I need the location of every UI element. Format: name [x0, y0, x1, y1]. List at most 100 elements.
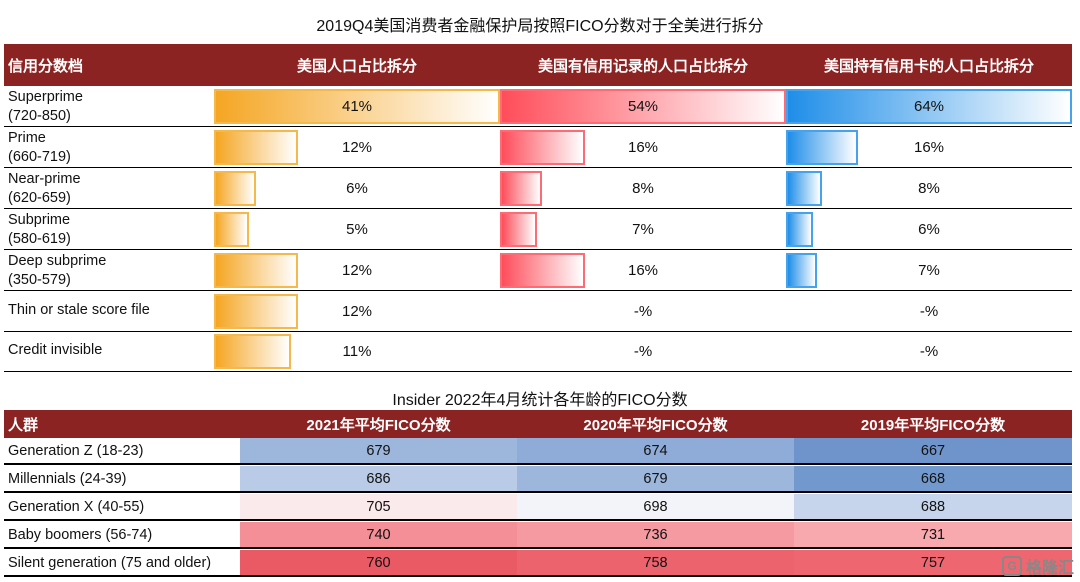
percent-value: 11%: [342, 342, 372, 360]
red-bar: [500, 89, 786, 124]
blue-bar: [786, 253, 817, 288]
table2-header-col0: 人群: [8, 416, 39, 434]
table1-row: Deep subprime (350-579) 12% 16% 7%: [4, 250, 1072, 291]
bar-cell: [500, 253, 786, 288]
orange-bar: [214, 171, 256, 206]
fico-score-cell: 736: [517, 522, 794, 547]
table2-header-col3: 2019年平均FICO分数: [860, 416, 1006, 434]
percent-value: 7%: [918, 261, 940, 279]
fico-score-cell: 674: [517, 438, 794, 463]
red-bar: [500, 171, 542, 206]
row-label: Thin or stale score file: [8, 302, 150, 318]
fico-score-cell: 731: [794, 522, 1072, 547]
watermark: G 格隆汇: [1001, 554, 1074, 578]
table1-header-col3: 美国持有信用卡的人口占比拆分: [823, 57, 1034, 75]
percent-value: 5%: [346, 220, 368, 238]
table1-header-col1: 美国人口占比拆分: [296, 57, 417, 75]
fico-score-cell: 740: [240, 522, 517, 547]
row-label: Near-prime (620-659): [8, 170, 81, 208]
bar-cell: [214, 334, 500, 369]
table1-row: Thin or stale score file 12% -% -%: [4, 291, 1072, 332]
bar-cell: [500, 171, 786, 206]
orange-bar: [214, 130, 298, 165]
row-label: Generation Z (18-23): [8, 442, 144, 459]
percent-value: 16%: [627, 261, 659, 279]
fico-score-cell: 698: [517, 494, 794, 519]
row-label-range: (350-579): [8, 272, 71, 288]
fico-score-cell: 679: [517, 466, 794, 491]
bar-cell: [500, 130, 786, 165]
orange-bar: [214, 334, 291, 369]
row-label-name: Superprime: [8, 89, 83, 105]
percent-value: 6%: [346, 179, 368, 197]
percent-value: 12%: [341, 261, 373, 279]
red-bar: [500, 130, 585, 165]
row-label: Generation X (40-55): [8, 498, 145, 515]
table1-row: Prime (660-719) 12% 16% 16%: [4, 127, 1072, 168]
bar-cell: [786, 130, 1072, 165]
row-label: Superprime (720-850): [8, 88, 83, 126]
row-label-range: (620-659): [8, 190, 71, 206]
blue-bar: [786, 171, 822, 206]
table2-row: Silent generation (75 and older) 760 758 75…: [4, 550, 1072, 577]
table2-row: Generation Z (18-23) 679 674 667: [4, 438, 1072, 465]
bar-cell: [214, 130, 500, 165]
row-label: Subprime (580-619): [8, 211, 71, 249]
table2-header-col2: 2020年平均FICO分数: [583, 416, 728, 434]
table2-row: Baby boomers (56-74) 740 736 731: [4, 522, 1072, 549]
percent-value: 16%: [913, 138, 945, 156]
row-label: Credit invisible: [8, 342, 103, 358]
percent-value: 12%: [341, 302, 373, 320]
row-label-range: (580-619): [8, 231, 71, 247]
blue-bar: [786, 212, 813, 247]
table2-title: Insider 2022年4月统计各年龄的FICO分数: [392, 392, 688, 409]
orange-bar: [214, 212, 249, 247]
row-label-name: Deep subprime: [8, 253, 107, 269]
bar-cell: [786, 89, 1072, 124]
percent-value: 8%: [918, 179, 940, 197]
bar-cell: [500, 89, 786, 124]
bar-cell: [214, 212, 500, 247]
fico-score-cell: 688: [794, 494, 1072, 519]
fico-score-cell: 705: [240, 494, 517, 519]
table1-row: Superprime (720-850) 41% 54% 64%: [4, 86, 1072, 127]
table2-row: Millennials (24-39) 686 679 668: [4, 466, 1072, 493]
blue-bar: [786, 89, 1072, 124]
watermark-text: 格隆汇: [1025, 560, 1074, 577]
percent-value: 7%: [632, 220, 654, 238]
row-label: Baby boomers (56-74): [8, 526, 153, 543]
row-label-name: Subprime: [8, 212, 71, 228]
bar-cell: [786, 171, 1072, 206]
row-label: Deep subprime (350-579): [8, 252, 106, 290]
row-label: Prime (660-719): [8, 129, 71, 167]
table2-row: Generation X (40-55) 705 698 688: [4, 494, 1072, 521]
percent-value: -%: [633, 302, 653, 320]
fico-score-cell: 668: [794, 466, 1072, 491]
percent-value: 64%: [913, 97, 945, 115]
table1-row: Credit invisible 11% -% -%: [4, 331, 1072, 372]
percent-value: 8%: [632, 179, 654, 197]
watermark-logo-icon: G: [1001, 556, 1022, 576]
bar-cell: [786, 253, 1072, 288]
table1-row: Near-prime (620-659) 6% 8% 8%: [4, 168, 1072, 209]
table1-row: Subprime (580-619) 5% 7% 6%: [4, 209, 1072, 250]
fico-score-cell: 667: [794, 438, 1072, 463]
red-bar: [500, 212, 537, 247]
row-label-name: Prime: [8, 130, 46, 146]
percent-value: 54%: [627, 97, 659, 115]
row-label-range: (720-850): [8, 108, 71, 124]
bar-cell: [214, 253, 500, 288]
percent-value: -%: [633, 342, 653, 360]
percent-value: 16%: [627, 138, 659, 156]
fico-score-cell: 758: [517, 550, 794, 575]
fico-score-cell: 686: [240, 466, 517, 491]
table2-header: 人群 2021年平均FICO分数 2020年平均FICO分数 2019年平均FI…: [4, 410, 1072, 438]
row-label: Silent generation (75 and older): [8, 554, 212, 571]
orange-bar: [214, 253, 298, 288]
fico-score-cell: 760: [240, 550, 517, 575]
bar-cell: [214, 171, 500, 206]
percent-value: 12%: [341, 138, 373, 156]
red-bar: [500, 253, 585, 288]
fico-score-cell: 757: [794, 550, 1072, 575]
row-label-name: Near-prime: [8, 171, 81, 187]
